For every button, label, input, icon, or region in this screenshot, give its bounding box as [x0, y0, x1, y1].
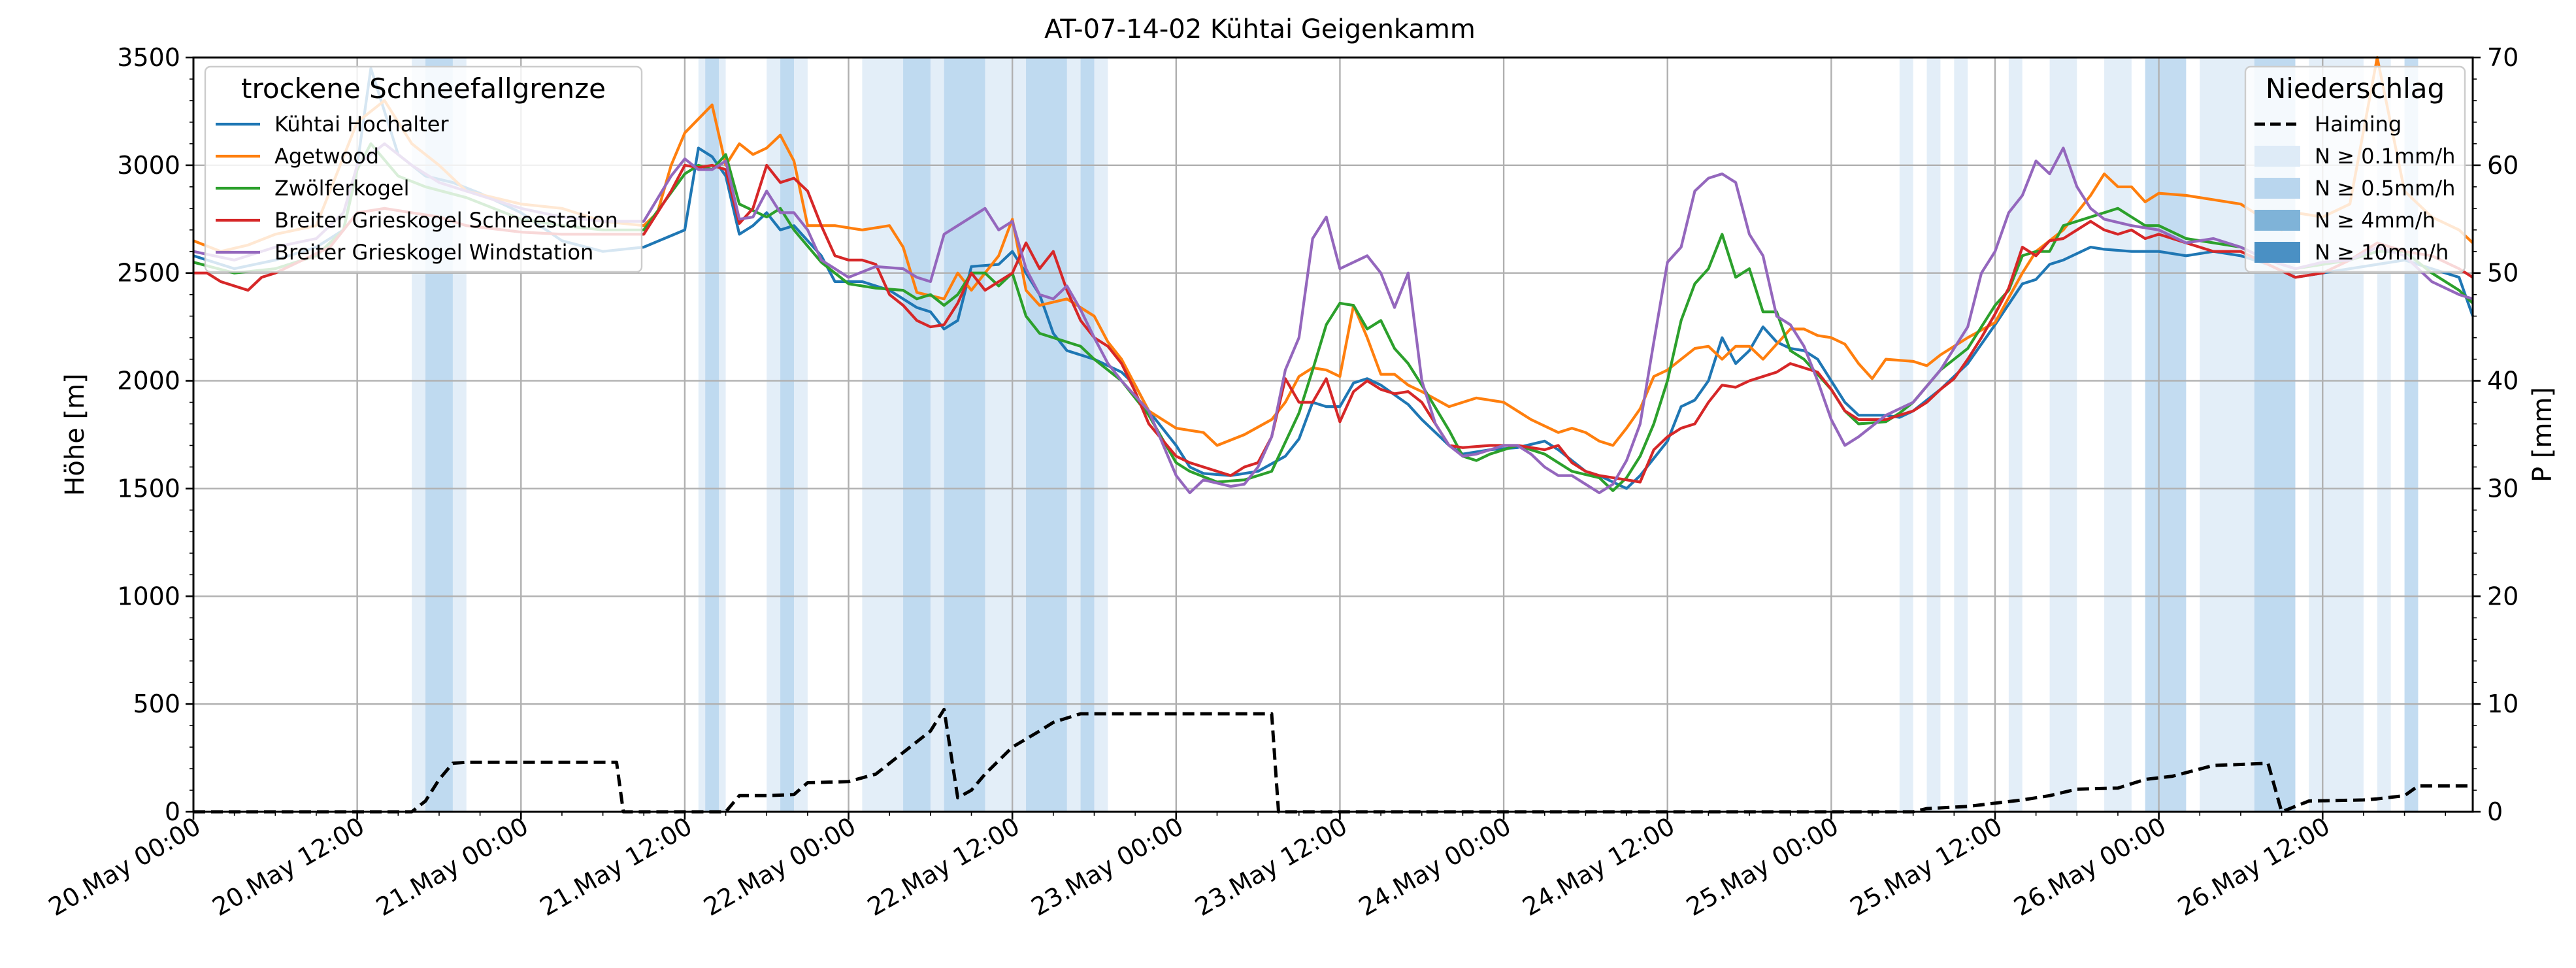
- y-tick-label: 3500: [117, 43, 180, 72]
- legend-right-swatch: [2254, 146, 2300, 167]
- y2-axis-label: P [mm]: [2528, 387, 2558, 482]
- precip-band: [1954, 58, 1968, 812]
- precip-band: [1026, 58, 1067, 812]
- legend-right-label: N ≥ 10mm/h: [2315, 240, 2449, 265]
- legend-right-label: Haiming: [2315, 112, 2402, 137]
- precip-band: [1926, 58, 1941, 812]
- y-tick-label: 3000: [117, 151, 180, 180]
- y2-tick-label: 40: [2487, 367, 2518, 395]
- legend-left-label: Zwölferkogel: [274, 176, 410, 201]
- legend-left-title: trockene Schneefallgrenze: [241, 73, 606, 105]
- precip-band: [2049, 58, 2077, 812]
- series-line-breiter-grieskogel-windstation: [193, 142, 2473, 495]
- legend-left-box: [204, 65, 643, 273]
- precip-band: [2145, 58, 2187, 812]
- y2-tick-label: 0: [2487, 797, 2503, 826]
- legend-left-label: Agetwood: [274, 144, 379, 169]
- plot-frame: [192, 56, 2474, 813]
- y-axis-label: Höhe [m]: [60, 373, 90, 495]
- precip-band: [1899, 58, 1913, 812]
- legend-left-label: Breiter Grieskogel Schneestation: [274, 208, 618, 233]
- legend-right-title: Niederschlag: [2266, 73, 2445, 105]
- precip-band: [944, 58, 985, 812]
- precip-series: [193, 707, 2473, 814]
- precip-band: [2008, 58, 2023, 812]
- series-line-zw-lferkogel: [193, 142, 2474, 492]
- y-tick-label: 2500: [117, 259, 180, 288]
- chart-title: AT-07-14-02 Kühtai Geigenkamm: [1044, 14, 1476, 44]
- legend-right-label: N ≥ 0.5mm/h: [2315, 176, 2455, 201]
- legend-right-label: N ≥ 4mm/h: [2315, 208, 2436, 233]
- series-line-k-htai-hochalter: [193, 67, 2474, 490]
- legend-left-label: Kühtai Hochalter: [274, 112, 449, 137]
- precip-band: [2104, 58, 2132, 812]
- y-tick-label: 0: [165, 797, 180, 826]
- legend-left-label: Breiter Grieskogel Windstation: [274, 240, 593, 265]
- precip-band: [1080, 58, 1095, 812]
- y-tick-label: 500: [133, 690, 180, 718]
- y-tick-label: 1500: [117, 474, 180, 503]
- y2-tick-label: 60: [2487, 151, 2518, 180]
- legend-right-label: N ≥ 0.1mm/h: [2315, 144, 2455, 169]
- snowline-series: [193, 56, 2474, 495]
- legend-snowline: trockene Schneefallgrenze Kühtai Hochalte…: [204, 65, 643, 273]
- y-tick-label: 2000: [117, 367, 180, 395]
- y2-tick-label: 50: [2487, 259, 2518, 288]
- y2-tick-label: 20: [2487, 582, 2518, 610]
- y-tick-label: 1000: [117, 582, 180, 610]
- series-line-haiming: [193, 707, 2473, 814]
- legend-right-swatch: [2254, 242, 2300, 263]
- y2-tick-label: 30: [2487, 474, 2518, 503]
- legend-precipitation: Niederschlag Haiming N ≥ 0.1mm/h N ≥ 0.5mm/…: [2244, 65, 2466, 273]
- precip-band: [780, 58, 794, 812]
- precip-band: [705, 58, 719, 812]
- legend-right-swatch: [2254, 178, 2300, 199]
- y2-tick-label: 10: [2487, 690, 2518, 718]
- series-line-agetwood: [193, 56, 2474, 447]
- y2-tick-label: 70: [2487, 43, 2518, 72]
- series-line-breiter-grieskogel-schneestation: [193, 163, 2474, 484]
- precip-band: [903, 58, 931, 812]
- legend-right-swatch: [2254, 210, 2300, 231]
